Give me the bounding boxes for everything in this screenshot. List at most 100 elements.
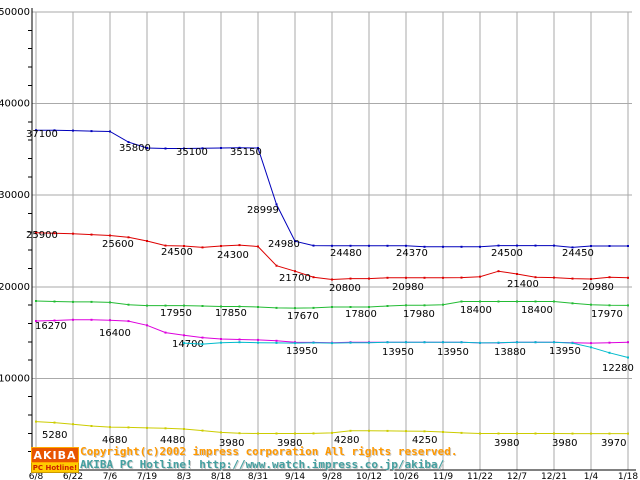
data-point-marker	[534, 276, 537, 279]
value-label: 20980	[392, 282, 424, 293]
data-point-marker	[90, 425, 93, 427]
data-point-marker	[220, 147, 222, 149]
data-point-marker	[460, 341, 463, 344]
data-point-marker	[516, 300, 518, 303]
data-point-marker	[590, 245, 592, 247]
value-label: 3980	[494, 438, 519, 449]
data-point-marker	[72, 232, 74, 235]
data-point-marker	[405, 341, 407, 344]
data-point-marker	[590, 278, 592, 280]
data-point-marker	[608, 351, 611, 354]
data-point-marker	[571, 302, 574, 305]
svg-text:8/18: 8/18	[211, 472, 231, 480]
value-label: 24300	[217, 250, 249, 261]
data-point-marker	[164, 147, 167, 150]
data-point-marker	[294, 240, 296, 243]
data-point-marker	[183, 304, 185, 307]
data-point-marker	[294, 432, 296, 435]
data-point-marker	[90, 233, 93, 236]
value-label: 25600	[102, 239, 134, 250]
data-point-marker	[608, 276, 611, 279]
svg-text:6/8: 6/8	[29, 472, 44, 480]
svg-text:11/22: 11/22	[467, 472, 493, 480]
value-label: 4480	[160, 435, 185, 446]
data-point-marker	[534, 300, 537, 303]
data-point-marker	[405, 430, 407, 433]
data-point-marker	[590, 342, 592, 345]
data-point-marker	[608, 341, 611, 344]
data-point-marker	[608, 304, 611, 307]
data-point-marker	[349, 341, 352, 344]
data-point-marker	[275, 264, 278, 267]
data-point-marker	[386, 305, 389, 307]
data-point-marker	[109, 130, 111, 133]
data-point-marker	[608, 432, 611, 435]
value-label: 3980	[277, 438, 302, 449]
svg-text:12/7: 12/7	[507, 472, 527, 480]
data-point-marker	[257, 147, 259, 149]
data-point-marker	[183, 342, 185, 345]
data-point-marker	[608, 245, 611, 247]
data-point-marker	[220, 305, 222, 308]
value-label: 5280	[42, 430, 67, 441]
data-point-marker	[442, 341, 444, 344]
data-point-marker	[534, 244, 537, 247]
data-point-marker	[423, 276, 426, 279]
series-red: 25900 25600 24500 24300 21700 20800 20980 21400…	[26, 230, 629, 294]
data-point-marker	[90, 130, 93, 133]
svg-text:8/31: 8/31	[248, 472, 268, 480]
data-point-marker	[534, 432, 537, 435]
data-point-marker	[331, 244, 333, 247]
logo-akiba-text: AKIBA	[31, 447, 79, 463]
value-label: 17980	[403, 309, 435, 320]
value-label: 13950	[549, 346, 581, 357]
value-label: 16400	[99, 328, 131, 339]
data-point-marker	[368, 341, 370, 344]
data-point-marker	[53, 129, 56, 132]
data-point-marker	[109, 426, 111, 429]
data-point-marker	[127, 236, 130, 239]
data-point-marker	[72, 300, 74, 303]
value-label: 21700	[279, 273, 311, 284]
data-point-marker	[238, 432, 241, 435]
site-url-text: AKIBA PC Hotline! http://www.watch.impre…	[80, 458, 445, 471]
data-point-marker	[460, 300, 463, 303]
data-point-marker	[238, 305, 241, 308]
svg-text:12/21: 12/21	[541, 472, 567, 480]
data-point-marker	[460, 276, 463, 279]
data-point-marker	[127, 320, 130, 323]
data-point-marker	[627, 276, 629, 279]
data-point-marker	[442, 303, 444, 306]
data-point-marker	[275, 339, 278, 342]
copyright-text: Copyright(c)2002 impress corporation All…	[80, 445, 458, 458]
data-point-marker	[53, 300, 56, 303]
grid	[32, 11, 632, 470]
data-point-marker	[460, 431, 463, 434]
data-point-marker	[146, 240, 148, 242]
value-label: 21400	[507, 279, 539, 290]
series-blue: 37100 35800 35100 35150 28999 24980 24480 24370…	[26, 129, 629, 259]
data-point-marker	[571, 432, 574, 435]
data-point-marker	[201, 246, 204, 249]
y-axis-labels: 50000 40000 30000 20000 10000	[0, 7, 30, 384]
svg-text:10/12: 10/12	[356, 472, 382, 480]
svg-text:20000: 20000	[0, 282, 30, 293]
svg-text:9/28: 9/28	[322, 472, 342, 480]
data-point-marker	[460, 245, 463, 248]
data-point-marker	[238, 244, 241, 247]
data-point-marker	[90, 300, 93, 303]
data-point-marker	[294, 342, 296, 345]
data-point-marker	[312, 244, 315, 247]
data-point-marker	[183, 428, 185, 430]
data-point-marker	[275, 341, 278, 344]
value-label: 20980	[582, 282, 614, 293]
data-point-marker	[516, 432, 518, 435]
data-point-marker	[368, 429, 370, 432]
series-green: 17950 17850 17670 17800 17980 18400 18400 17970	[35, 300, 629, 322]
svg-text:10/26: 10/26	[393, 472, 419, 480]
data-point-marker	[183, 334, 185, 337]
data-point-marker	[479, 341, 481, 344]
data-point-marker	[294, 307, 296, 310]
data-point-marker	[442, 245, 444, 248]
